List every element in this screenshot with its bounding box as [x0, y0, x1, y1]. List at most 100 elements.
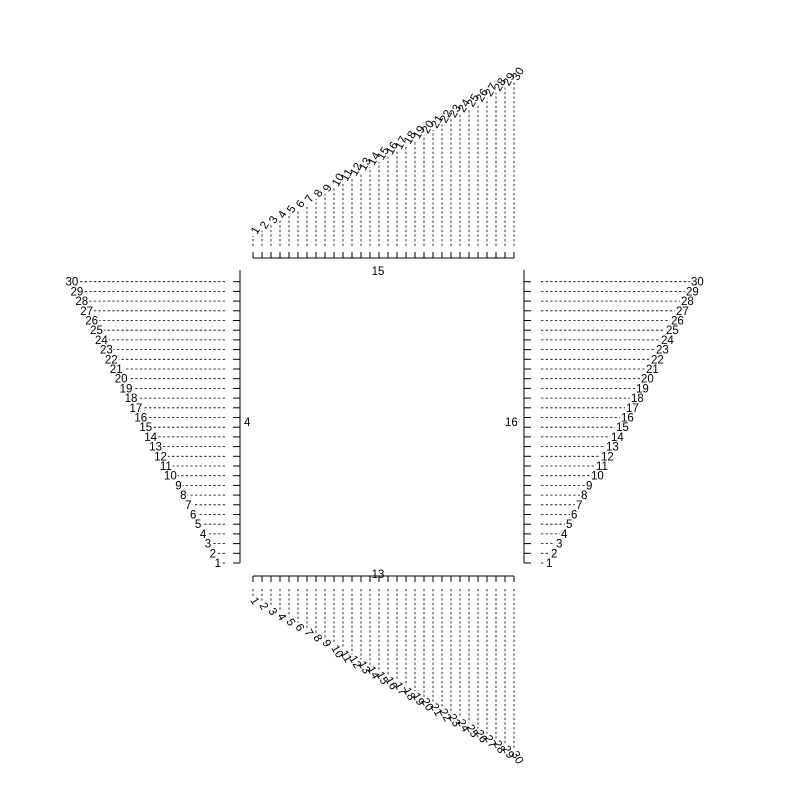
top-pin-label: 1: [249, 225, 263, 237]
right-pin-side: 1234567891011121314151617181920212223242…: [523, 270, 704, 570]
left-pin-label: 18: [125, 393, 138, 405]
bottom-pin-label: 8: [310, 633, 324, 645]
bottom-pin-label: 18: [400, 686, 417, 703]
right-pin-label: 24: [661, 335, 674, 347]
left-pin-label: 26: [85, 316, 98, 328]
left-pin-label: 14: [144, 432, 157, 444]
left-pin-label: 22: [105, 354, 118, 366]
left-pin-label: 30: [66, 277, 79, 289]
left-pin-label: 5: [195, 519, 201, 531]
left-axis-label: 4: [244, 417, 251, 429]
left-pin-label: 1: [215, 558, 221, 570]
top-pin-label: 20: [420, 119, 437, 136]
bottom-pin-label: 7: [301, 627, 315, 639]
left-pin-label: 2: [210, 548, 216, 560]
bottom-pin-label: 15: [373, 670, 390, 687]
right-pin-label: 2: [551, 548, 557, 560]
bottom-pin-label: 10: [328, 643, 345, 660]
top-pin-label: 3: [267, 214, 281, 226]
top-pin-label: 24: [456, 97, 473, 115]
left-pin-label: 10: [164, 471, 177, 483]
bottom-pin-label: 13: [355, 659, 372, 676]
bottom-pin-label: 24: [454, 717, 471, 735]
right-pin-label: 3: [556, 539, 562, 551]
bottom-pin-label: 12: [346, 654, 363, 671]
top-pin-label: 6: [294, 198, 308, 210]
top-pin-label: 7: [303, 193, 317, 205]
top-pin-label: 25: [465, 92, 482, 109]
left-pin-label: 7: [185, 500, 191, 512]
bottom-pin-label: 16: [382, 675, 399, 692]
bottom-pin-label: 17: [391, 680, 408, 697]
right-pin-label: 9: [586, 480, 592, 492]
left-pin-label: 17: [129, 403, 142, 415]
bottom-pin-label: 23: [445, 712, 462, 729]
left-pin-label: 6: [190, 510, 196, 522]
left-pin-label: 15: [139, 422, 152, 434]
left-pin-label: 8: [180, 490, 186, 502]
bottom-pin-label: 3: [265, 606, 279, 618]
left-pin-label: 16: [134, 413, 147, 425]
left-pin-label: 20: [115, 374, 128, 386]
right-pin-label: 19: [636, 383, 649, 395]
right-pin-label: 6: [571, 510, 577, 522]
bottom-pin-label: 14: [364, 664, 381, 682]
right-pin-label: 28: [681, 296, 694, 308]
bottom-pin-side: 1234567891011121314151617181920212223242…: [247, 575, 525, 766]
bottom-pin-label: 19: [409, 691, 426, 708]
bottom-pin-label: 21: [427, 702, 444, 719]
left-pin-label: 25: [90, 325, 103, 337]
bottom-pin-label: 5: [283, 617, 297, 629]
right-pin-label: 21: [646, 364, 659, 376]
bottom-pin-label: 9: [319, 638, 333, 650]
right-pin-label: 29: [686, 286, 699, 298]
bottom-pin-label: 29: [499, 744, 516, 761]
top-pin-label: 5: [285, 204, 299, 216]
left-pin-label: 13: [149, 442, 162, 454]
top-pin-label: 2: [258, 220, 272, 232]
right-pin-label: 7: [576, 500, 582, 512]
top-pin-label: 19: [411, 124, 428, 141]
left-pin-label: 19: [120, 383, 133, 395]
right-pin-label: 11: [596, 461, 608, 473]
top-axis-label: 15: [372, 266, 385, 278]
bottom-pin-label: 27: [481, 733, 498, 750]
top-pin-label: 26: [474, 87, 491, 104]
bottom-pin-label: 26: [472, 728, 489, 745]
right-pin-label: 13: [606, 442, 619, 454]
bottom-pin-label: 28: [490, 739, 507, 756]
right-axis-label: 16: [505, 417, 518, 429]
top-pin-label: 11: [339, 167, 355, 183]
top-pin-label: 13: [357, 156, 374, 173]
right-pin-label: 25: [666, 325, 679, 337]
bottom-axis-label: 13: [372, 569, 385, 581]
bottom-pin-label: 22: [436, 707, 453, 724]
left-pin-label: 3: [205, 539, 211, 551]
right-pin-label: 27: [676, 306, 689, 318]
right-pin-label: 10: [591, 471, 604, 483]
bottom-pin-label: 30: [508, 749, 525, 766]
right-pin-label: 1: [546, 558, 552, 570]
left-pin-label: 11: [160, 461, 172, 473]
bottom-pin-label: 11: [337, 649, 353, 665]
left-pin-label: 4: [200, 529, 207, 541]
right-pin-label: 20: [641, 374, 654, 386]
right-pin-label: 15: [616, 422, 629, 434]
top-pin-label: 12: [348, 161, 365, 178]
bottom-pin-label: 25: [463, 723, 480, 740]
left-pin-label: 29: [70, 286, 83, 298]
bottom-pin-label: 2: [256, 601, 270, 613]
right-pin-label: 16: [621, 413, 634, 425]
right-pin-label: 14: [611, 432, 624, 444]
right-pin-label: 4: [561, 529, 568, 541]
top-pin-label: 30: [510, 66, 527, 83]
right-pin-label: 12: [601, 451, 614, 463]
right-pin-label: 17: [626, 403, 639, 415]
bottom-pin-label: 1: [247, 596, 261, 608]
right-pin-label: 30: [691, 277, 704, 289]
top-pin-label: 9: [321, 183, 335, 195]
top-pin-label: 8: [312, 188, 326, 200]
left-pin-label: 27: [80, 306, 93, 318]
right-pin-label: 23: [656, 345, 669, 357]
